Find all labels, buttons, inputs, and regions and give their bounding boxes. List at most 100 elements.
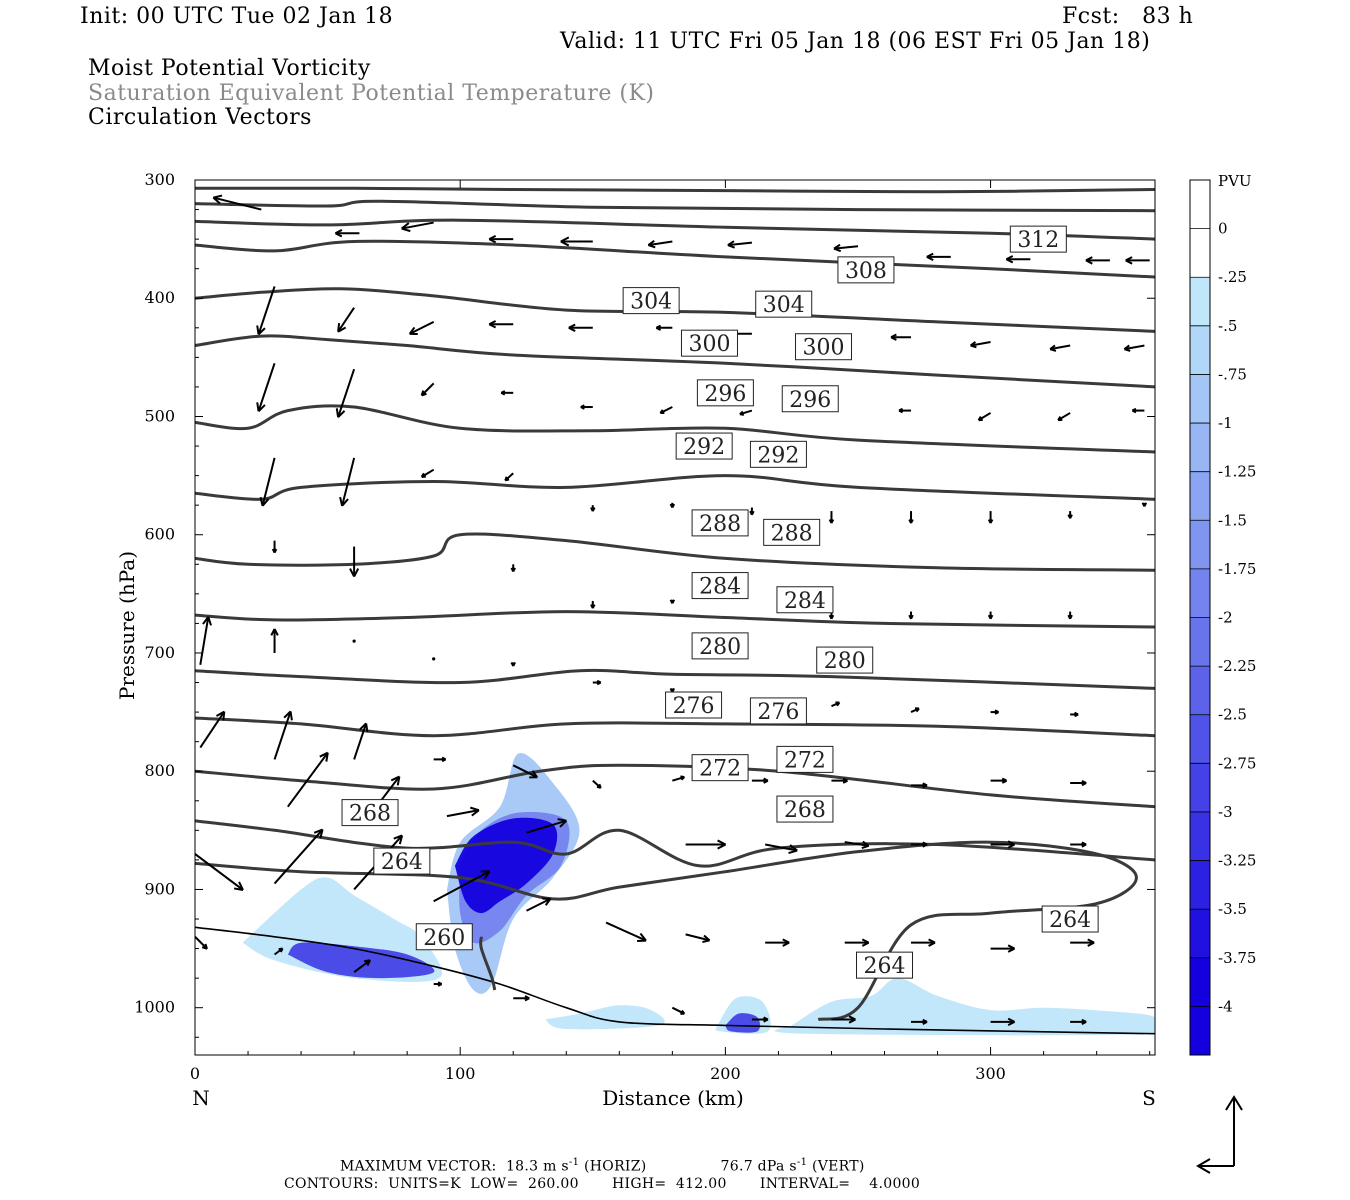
colorbar-swatch xyxy=(1190,180,1210,229)
vector-shaft xyxy=(727,241,753,247)
vector-shaft xyxy=(844,841,869,847)
circulation-vector xyxy=(1070,711,1079,718)
contour-label-box xyxy=(691,754,749,782)
circulation-vector xyxy=(1057,412,1071,422)
vector-head xyxy=(510,662,516,667)
vector-shaft xyxy=(353,723,368,760)
y-tick-label: 300 xyxy=(144,170,175,189)
theta-contour-layer xyxy=(195,186,1155,1021)
max-horiz-label: (HORIZ) xyxy=(579,1158,647,1175)
circulation-vector xyxy=(568,323,593,332)
contour-label-box xyxy=(680,329,738,357)
circulation-vector xyxy=(1070,841,1087,848)
vector-shaft xyxy=(213,196,262,211)
vector-head xyxy=(659,409,665,415)
vector-head xyxy=(835,701,841,707)
circulation-vector xyxy=(1070,779,1087,787)
reference-vector-icon xyxy=(1196,1095,1243,1174)
colorbar-swatch xyxy=(1190,666,1210,715)
vector-head xyxy=(922,782,928,789)
vector-head xyxy=(914,707,920,713)
colorbar-swatch xyxy=(1190,471,1210,521)
circulation-vector xyxy=(685,839,727,850)
vector-head xyxy=(420,472,426,478)
contour-label-box xyxy=(749,697,807,725)
circulation-vector xyxy=(592,679,602,686)
contour-label: 308 xyxy=(837,256,895,284)
vector-head xyxy=(669,688,676,693)
colorbar-unit: PVU xyxy=(1218,172,1252,190)
circulation-vector xyxy=(432,657,436,661)
vector-shaft xyxy=(421,468,435,478)
vector-head xyxy=(233,881,244,891)
contour-label-text: 264 xyxy=(864,954,906,979)
vector-shaft xyxy=(526,897,551,912)
colorbar-swatch xyxy=(1190,909,1210,958)
footer-contour-info: CONTOURS: UNITS=K LOW= 260.00 HIGH= 412.… xyxy=(284,1176,921,1192)
contour-label-box xyxy=(781,385,839,413)
contour-label-text: 280 xyxy=(824,649,866,674)
circulation-vector xyxy=(739,409,753,416)
circulation-vector xyxy=(833,243,859,253)
vector-head xyxy=(313,828,324,839)
circulation-vector xyxy=(990,840,1016,849)
mpv-fill-layer xyxy=(242,752,1155,1036)
vector-dot xyxy=(352,639,356,643)
colorbar-label: -2 xyxy=(1218,609,1233,627)
vector-head xyxy=(212,194,223,205)
mpv-patch-3 xyxy=(774,978,1155,1036)
contour-label-box xyxy=(776,586,834,614)
contour-label-text: 292 xyxy=(683,435,725,460)
circulation-vector xyxy=(672,775,686,782)
ref-vertical-arrow xyxy=(1225,1095,1243,1166)
vector-head xyxy=(278,947,284,953)
circulation-vector xyxy=(488,320,514,329)
circulation-vector xyxy=(510,564,516,572)
vector-head xyxy=(259,496,270,507)
vector-head xyxy=(256,402,266,412)
vector-shaft xyxy=(273,711,292,760)
circulation-vector xyxy=(828,511,835,524)
vector-head xyxy=(739,410,745,416)
circulation-vector xyxy=(655,324,673,331)
mpv-patch-6 xyxy=(287,942,435,979)
circulation-vector xyxy=(1070,938,1095,947)
vector-shaft xyxy=(446,809,480,818)
contour-label: 276 xyxy=(749,697,807,725)
contour-label-box xyxy=(341,799,399,827)
circulation-vector xyxy=(273,947,284,956)
circulation-vector xyxy=(911,841,928,848)
contour-label: 264 xyxy=(856,951,914,979)
colorbar-label: -2.5 xyxy=(1218,706,1247,724)
circulation-vector xyxy=(339,457,356,507)
vector-shaft xyxy=(273,828,324,885)
contour-label-box xyxy=(816,646,874,674)
circulation-vector xyxy=(271,540,278,554)
vector-head xyxy=(339,496,349,507)
vector-head xyxy=(637,932,647,943)
vector-head xyxy=(890,333,897,341)
contour-label: 280 xyxy=(691,632,749,660)
field-title-theta: Saturation Equivalent Potential Temperat… xyxy=(88,81,655,106)
colorbar-label: -1 xyxy=(1218,414,1233,432)
vector-head xyxy=(335,408,346,418)
vector-shaft xyxy=(337,307,355,333)
vector-shaft xyxy=(833,245,859,250)
circulation-vector xyxy=(420,382,435,397)
circulation-vector xyxy=(199,710,226,749)
circulation-vector xyxy=(433,981,443,987)
contour-label-text: 296 xyxy=(789,388,831,413)
circulation-vector xyxy=(212,194,262,211)
contour-label-box xyxy=(696,379,754,407)
theta-contour-284 xyxy=(195,610,1155,629)
vector-head xyxy=(470,806,480,817)
vector-head xyxy=(557,818,568,828)
circulation-vector xyxy=(908,511,914,524)
field-title-mpv: Moist Potential Vorticity xyxy=(88,56,371,81)
vector-head xyxy=(364,959,372,967)
vector-shaft xyxy=(199,711,226,749)
contour-label-box xyxy=(856,951,914,979)
vector-head xyxy=(1081,1018,1087,1025)
vector-head xyxy=(994,709,1000,715)
circulation-vector xyxy=(512,764,539,779)
